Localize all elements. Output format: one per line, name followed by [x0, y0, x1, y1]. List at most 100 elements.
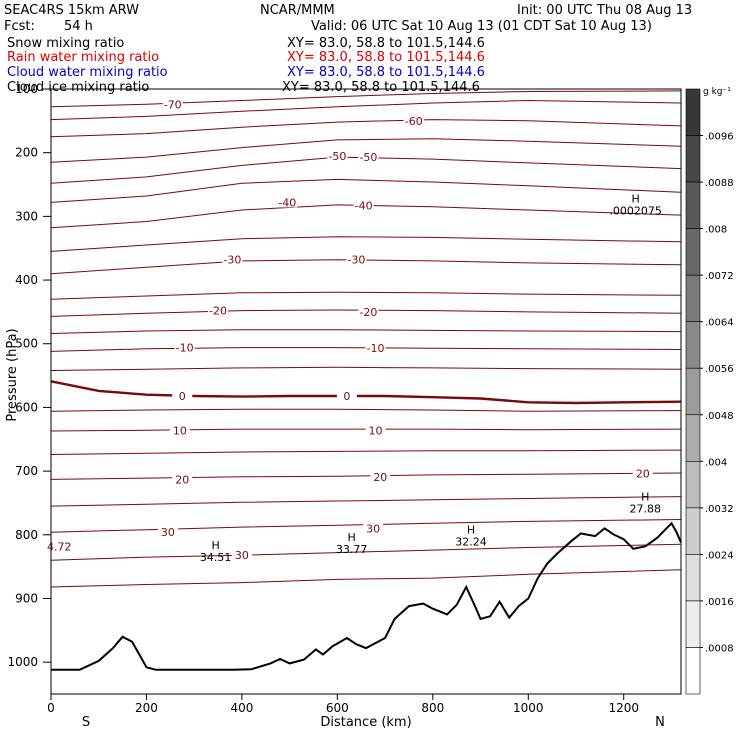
contour-label-bg — [365, 424, 386, 436]
colorbar-segment — [685, 181, 701, 229]
colorbar: .0096 .0088 .008 .0072 .0064 .0056 .0048 .004 .0… — [685, 88, 734, 695]
colorbar-segment — [685, 600, 701, 648]
contour-line-35 — [50, 543, 682, 561]
colorbar-segment — [685, 507, 701, 555]
contour-label-bg — [327, 149, 348, 161]
x-left-end-label: S — [82, 715, 90, 730]
contour-line-minus60 — [50, 119, 682, 138]
extremum-value: 33.77 — [336, 543, 368, 556]
contour-line-20 — [50, 472, 682, 480]
colorbar-segment — [685, 554, 701, 602]
legend-rain-xy: XY= 83.0, 58.8 to 101.5,144.6 — [287, 50, 485, 65]
contour-label-bg — [208, 304, 229, 316]
y-tick-label: 200 — [15, 146, 38, 160]
x-tick-label: 1000 — [513, 701, 544, 715]
contour-line-minus40 — [50, 204, 682, 229]
colorbar-segment — [685, 274, 701, 322]
contour-line-minus55 — [50, 138, 682, 163]
contour-labels: -70 -60 -50 -50 -40 -40 -30 -30 -20 -20 -10 -10 0 0 10… — [47, 98, 662, 564]
contour-label-bg — [336, 389, 357, 401]
contour-label: -40 — [278, 196, 296, 209]
colorbar-segment — [685, 461, 701, 509]
colorbar-tick-label: .0032 — [705, 504, 734, 515]
y-tick-label: 1000 — [7, 655, 38, 669]
y-tick-label: 300 — [15, 209, 38, 223]
contour-label-bg — [353, 199, 374, 211]
colorbar-tick-label: .008 — [705, 225, 727, 236]
legend-snow-name: Snow mixing ratio — [7, 36, 125, 51]
contour-label-bg — [169, 424, 190, 436]
contour-label-bg — [172, 389, 193, 401]
colorbar-tick-label: .0072 — [705, 271, 734, 282]
extremum-marker: H — [632, 192, 640, 205]
x-tick-label: 600 — [326, 701, 349, 715]
colorbar-tick-label: .0016 — [705, 597, 734, 608]
model-title: SEAC4RS 15km ARW — [4, 3, 140, 18]
contour-label: 20 — [373, 471, 387, 484]
contour-label-bg — [222, 253, 243, 265]
colorbar-tick-label: .0024 — [705, 550, 734, 561]
contour-label: -60 — [405, 115, 423, 128]
contour-label-bg — [363, 522, 384, 534]
y-tick-label: 500 — [15, 337, 38, 351]
forecast-label: Fcst: — [4, 19, 35, 34]
contour-label-bg — [174, 341, 195, 353]
contour-label-bg — [632, 467, 653, 479]
contour-label: 0 — [343, 390, 350, 403]
contour-label: 30 — [235, 549, 249, 562]
extremum-value: 34.51 — [200, 551, 232, 564]
contour-label: 20 — [636, 468, 650, 481]
contour-line-minus35 — [50, 236, 682, 252]
colorbar-tick-label: .0088 — [705, 178, 734, 189]
y-tick-label: 600 — [15, 400, 38, 414]
contour-label: 30 — [366, 522, 380, 535]
org-label: NCAR/MMM — [260, 3, 335, 18]
colorbar-tick-label: .0008 — [705, 643, 734, 654]
y-axis-title: Pressure (hPa) — [5, 328, 20, 421]
contour-label-bg — [358, 305, 379, 317]
contour-line-25 — [50, 496, 682, 507]
contour-label: -20 — [209, 305, 227, 318]
extremum-marker: H — [641, 490, 649, 503]
colorbar-unit: g kg⁻¹ — [703, 87, 731, 97]
extremum-value: .0002075 — [609, 204, 662, 217]
extremum-marker: H — [348, 531, 356, 544]
y-tick-label: 400 — [15, 273, 38, 287]
contour-line-40 — [50, 569, 682, 588]
legend-snow-xy: XY= 83.0, 58.8 to 101.5,144.6 — [287, 36, 485, 51]
contour-line-0 — [50, 380, 682, 405]
x-tick-label: 0 — [47, 701, 55, 715]
contour-label: -30 — [223, 254, 241, 267]
contour-line-minus45 — [50, 178, 682, 203]
forecast-hours: 54 h — [64, 19, 93, 34]
extremum-marker: H — [467, 524, 475, 537]
legend-cloudwater-xy: XY= 83.0, 58.8 to 101.5,144.6 — [287, 65, 485, 80]
contour-line-minus65 — [50, 99, 682, 121]
colorbar-tick-label: .0096 — [705, 132, 734, 143]
extremum-marker: H — [212, 539, 220, 552]
y-tick-label: 100 — [15, 82, 38, 96]
contour-label-bg — [403, 114, 424, 126]
contour-line-5 — [50, 408, 682, 412]
x-tick-label: 400 — [230, 701, 253, 715]
contour-line-10 — [50, 428, 682, 432]
x-axis-title: Distance (km) — [320, 715, 411, 730]
contour-label: 10 — [173, 424, 187, 437]
edge-value-label: 4.72 — [47, 540, 72, 553]
temperature-contours — [50, 90, 682, 588]
terrain-line — [51, 521, 682, 671]
contour-line-minus25 — [50, 291, 682, 300]
x-right-end-label: N — [655, 715, 665, 730]
plot-frame — [50, 88, 682, 695]
x-tick-label: 1200 — [608, 701, 639, 715]
x-tick-label: 200 — [135, 701, 158, 715]
contour-label: 30 — [161, 526, 175, 539]
contour-label: -50 — [359, 151, 377, 164]
contour-label: 20 — [175, 473, 189, 486]
colorbar-segment — [685, 367, 701, 416]
contour-line-minus5 — [50, 366, 682, 371]
contour-label: -50 — [328, 150, 346, 163]
contour-label-bg — [157, 526, 178, 538]
